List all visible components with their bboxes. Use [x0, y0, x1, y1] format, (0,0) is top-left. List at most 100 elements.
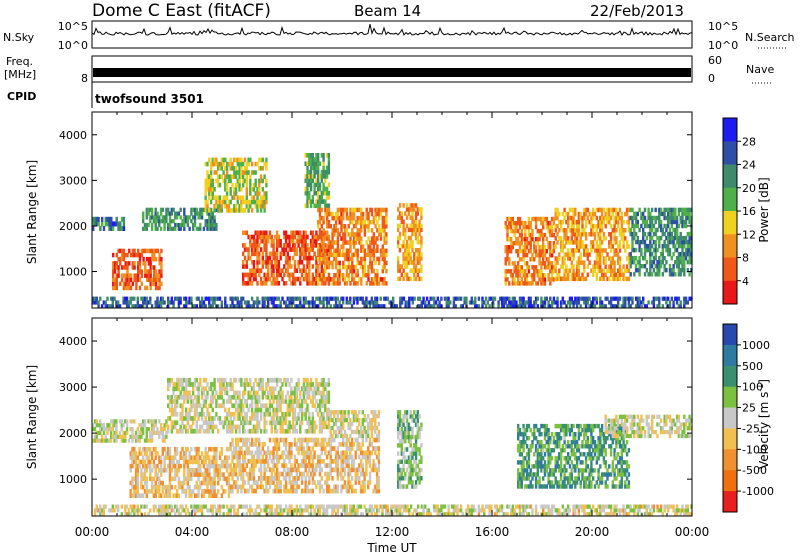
- velocity-cell: [208, 386, 211, 392]
- power-cell: [329, 260, 332, 266]
- power-cell: [245, 264, 248, 269]
- power-cell: [534, 300, 538, 305]
- power-cell: [686, 268, 689, 273]
- power-cell: [590, 268, 593, 273]
- power-cell: [320, 195, 323, 200]
- power-cell: [115, 281, 118, 287]
- velocity-cell: [193, 459, 197, 465]
- velocity-cell: [142, 427, 145, 432]
- power-cell: [218, 161, 222, 167]
- velocity-cell: [279, 390, 282, 396]
- power-cell: [385, 215, 388, 221]
- power-cell: [583, 244, 586, 249]
- power-cell: [684, 300, 688, 305]
- power-cell: [225, 182, 229, 188]
- power-cell: [117, 265, 120, 270]
- power-cell: [206, 211, 209, 216]
- power-cell: [217, 199, 220, 205]
- power-cell: [608, 300, 611, 305]
- power-cell: [145, 285, 149, 291]
- power-cell: [236, 182, 239, 188]
- velocity-cell: [183, 390, 186, 396]
- power-cell: [549, 265, 552, 270]
- power-cell: [136, 296, 139, 301]
- power-cell: [329, 252, 332, 258]
- power-cell: [665, 260, 668, 265]
- power-cell: [108, 221, 111, 227]
- velocity-cell: [297, 403, 300, 409]
- power-cell: [534, 269, 538, 274]
- power-cell: [631, 207, 634, 213]
- velocity-cell: [158, 476, 161, 482]
- velocity-cell: [174, 424, 177, 430]
- power-cell: [304, 230, 307, 236]
- velocity-cell: [213, 468, 216, 473]
- power-cell: [629, 264, 632, 269]
- power-cell: [674, 272, 677, 277]
- power-cell: [568, 215, 572, 221]
- power-cell: [300, 268, 304, 273]
- power-cell: [318, 174, 322, 179]
- power-cell: [293, 234, 297, 240]
- power-cell: [376, 244, 379, 249]
- power-cell: [265, 264, 268, 269]
- power-cell: [254, 230, 257, 236]
- power-cell: [624, 296, 627, 301]
- velocity-cell: [150, 451, 154, 456]
- power-cell: [513, 277, 516, 282]
- power-cell: [592, 296, 595, 301]
- power-cell: [374, 224, 377, 229]
- power-cell: [600, 219, 604, 225]
- velocity-cell: [238, 467, 241, 473]
- velocity-cell: [170, 403, 173, 409]
- velocity-cell: [224, 407, 227, 413]
- power-cell: [363, 220, 367, 225]
- velocity-cell: [243, 382, 247, 387]
- power-cell: [299, 238, 302, 244]
- velocity-cell: [297, 416, 300, 421]
- power-cell: [398, 223, 402, 229]
- velocity-cell: [174, 451, 177, 456]
- power-cell: [284, 243, 288, 248]
- velocity-cell: [172, 463, 175, 469]
- velocity-cell: [229, 471, 232, 477]
- power-cell: [238, 170, 241, 175]
- power-cell: [302, 276, 306, 282]
- power-cell: [690, 239, 693, 245]
- velocity-cell: [297, 377, 300, 383]
- power-cell: [304, 268, 307, 273]
- power-cell: [508, 224, 511, 230]
- power-cell: [252, 268, 256, 273]
- power-cell: [158, 261, 161, 266]
- nave-bar: [93, 68, 691, 77]
- power-cell: [304, 296, 307, 301]
- power-cell: [209, 211, 213, 216]
- power-cell: [617, 260, 620, 265]
- power-cell: [272, 238, 275, 244]
- power-cell: [250, 260, 254, 265]
- power-cell: [242, 170, 245, 175]
- power-cell: [120, 256, 124, 262]
- power-cell: [416, 252, 419, 257]
- power-cell: [361, 296, 364, 301]
- velocity-cell: [234, 467, 238, 473]
- velocity-cell: [218, 472, 222, 477]
- velocity-cell: [209, 382, 213, 387]
- power-cell: [652, 260, 656, 265]
- power-cell: [504, 245, 507, 250]
- velocity-cell: [174, 463, 177, 469]
- power-cell: [411, 268, 414, 273]
- power-cell: [199, 304, 202, 309]
- power-cell: [413, 227, 416, 233]
- power-cell: [222, 170, 225, 175]
- power-cell: [602, 207, 606, 213]
- velocity-cell: [252, 428, 256, 434]
- velocity-cell: [177, 377, 181, 383]
- power-cell: [369, 244, 372, 249]
- power-cell: [299, 304, 302, 309]
- power-cell: [627, 260, 631, 265]
- velocity-cell: [222, 459, 225, 465]
- power-cell: [684, 207, 688, 213]
- power-cell: [153, 256, 156, 262]
